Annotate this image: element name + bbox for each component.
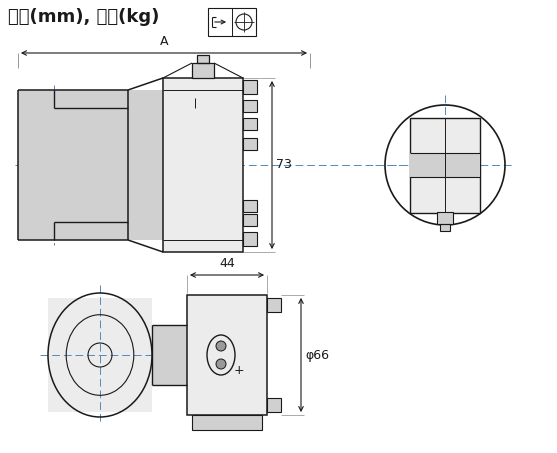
Text: 44: 44	[219, 257, 235, 270]
Bar	[243, 138, 257, 150]
Bar	[199, 318, 254, 393]
Bar	[243, 100, 257, 112]
Circle shape	[216, 341, 226, 351]
Bar	[243, 80, 257, 94]
Bar	[437, 212, 453, 224]
Bar	[192, 415, 262, 430]
Bar	[410, 118, 480, 213]
Bar	[192, 63, 214, 78]
Bar	[152, 325, 187, 385]
Bar	[48, 298, 152, 412]
Bar	[54, 108, 128, 222]
Bar	[197, 55, 209, 63]
Text: 73: 73	[276, 159, 292, 172]
Bar	[187, 295, 267, 415]
Bar	[243, 232, 257, 246]
Bar	[267, 398, 281, 412]
Bar	[440, 224, 450, 231]
Bar	[128, 90, 163, 240]
Bar	[197, 55, 209, 63]
Bar	[243, 118, 257, 130]
Text: A: A	[160, 35, 168, 48]
Bar	[437, 212, 453, 224]
Bar	[410, 118, 480, 213]
Bar	[208, 8, 256, 36]
Bar	[163, 78, 243, 252]
Bar	[440, 224, 450, 231]
Text: 尺寸(mm), 重量(kg): 尺寸(mm), 重量(kg)	[8, 8, 159, 26]
Text: +: +	[234, 363, 245, 376]
Text: φ66: φ66	[305, 348, 329, 361]
Bar	[410, 153, 480, 177]
Bar	[163, 78, 243, 252]
Bar	[192, 63, 214, 78]
Bar	[192, 415, 262, 430]
Bar	[187, 295, 267, 415]
Bar	[18, 90, 128, 240]
Circle shape	[216, 359, 226, 369]
Bar	[267, 298, 281, 312]
Bar	[243, 200, 257, 212]
Bar	[243, 214, 257, 226]
